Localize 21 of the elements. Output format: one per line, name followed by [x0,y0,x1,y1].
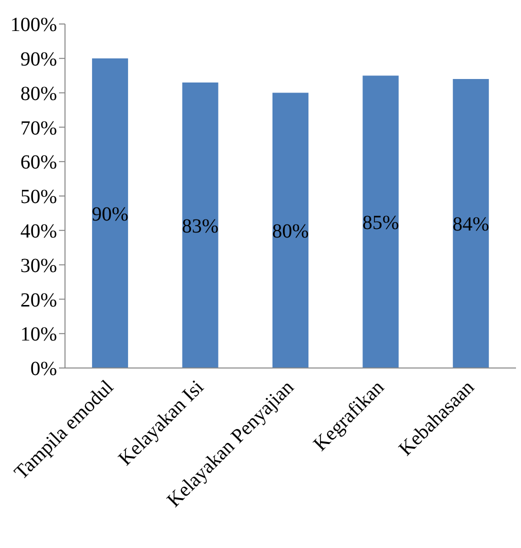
data-label: 80% [272,220,309,242]
y-tick-label: 50% [20,186,57,208]
bar [452,79,489,368]
data-label: 84% [452,214,490,236]
data-label: 90% [92,203,128,226]
y-tick-label: 90% [20,48,57,70]
data-label: 85% [362,212,399,234]
bar [92,58,128,368]
y-tick-label: 30% [20,254,57,277]
y-tick-label: 80% [20,82,57,105]
y-tick-label: 100% [10,14,57,36]
bar [272,92,308,368]
y-tick-label: 60% [20,152,57,174]
y-tick-label: 40% [20,220,57,242]
data-label: 83% [182,215,219,238]
bar [182,82,218,368]
bar [362,76,399,368]
y-tick-label: 20% [20,289,57,312]
y-tick-label: 0% [30,358,57,380]
y-tick-label: 10% [20,324,57,346]
y-tick-label: 70% [20,117,57,140]
